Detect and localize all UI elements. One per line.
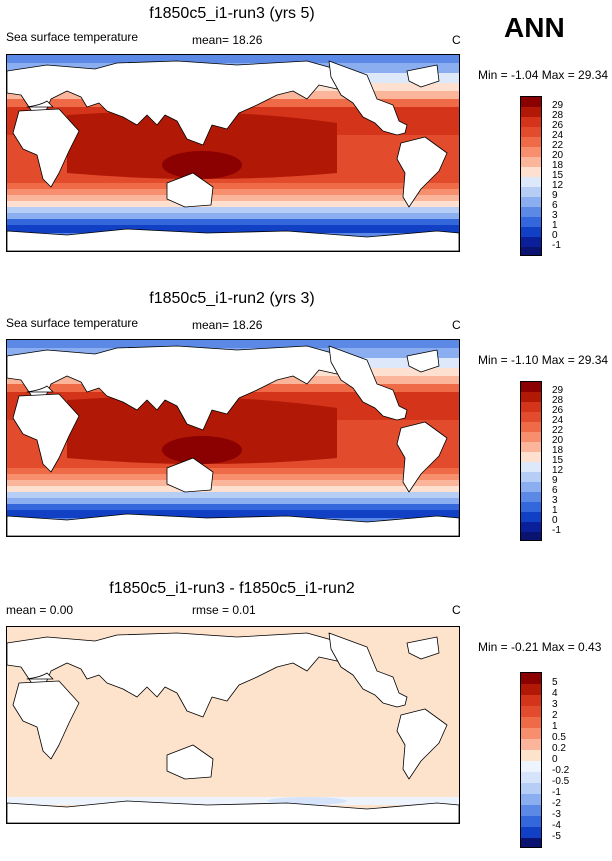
season-label: ANN [504, 12, 565, 43]
colorbar-tick: 28 [552, 110, 564, 121]
colorbar-tick: 1 [552, 505, 558, 516]
panel1-colorbar: 29 28 26 24 22 20 18 15 12 9 6 3 1 0 -1 [520, 96, 563, 256]
colorbar-tick: 29 [552, 385, 564, 396]
panel1-units: C [452, 33, 461, 47]
colorbar-tick: 0 [552, 230, 558, 241]
colorbar-tick: -1 [552, 240, 561, 251]
panel1-title: f1850c5_i1-run3 (yrs 5) [149, 5, 315, 22]
colorbar-tick: 1 [552, 220, 558, 231]
colorbar-tick: -5 [552, 831, 561, 842]
colorbar-tick: 18 [552, 160, 564, 171]
colorbar-tick: -4 [552, 820, 561, 831]
panel2-minmax: Min = -1.10 Max = 29.34 [478, 353, 609, 367]
colorbar-tick: 0 [552, 754, 558, 765]
colorbar-tick: 18 [552, 445, 564, 456]
colorbar-tick: 26 [552, 405, 564, 416]
panel3-map [6, 626, 460, 824]
panel3-colorbar: 5 4 3 2 1 0.5 0.2 0 -0.2 -0.5 -1 -2 -3 -… [520, 672, 569, 848]
colorbar-tick: 3 [552, 699, 558, 710]
panel1-mean: mean= 18.26 [192, 33, 263, 47]
panel1-minmax: Min = -1.04 Max = 29.34 [478, 68, 609, 82]
panel2-title: f1850c5_i1-run2 (yrs 3) [149, 290, 315, 307]
colorbar-tick: 28 [552, 395, 564, 406]
colorbar-tick: -2 [552, 798, 561, 809]
colorbar-tick: 15 [552, 170, 564, 181]
colorbar-tick: 26 [552, 120, 564, 131]
colorbar-tick: 20 [552, 150, 564, 161]
panel1-field-label: Sea surface temperature [6, 30, 139, 44]
panel2-colorbar: 29 28 26 24 22 20 18 15 12 9 6 3 1 0 -1 [520, 381, 563, 541]
colorbar-tick: -0.2 [552, 765, 570, 776]
colorbar-tick: 2 [552, 710, 558, 721]
colorbar-tick: 3 [552, 210, 558, 221]
colorbar-tick: 12 [552, 465, 564, 476]
colorbar-tick: 3 [552, 495, 558, 506]
colorbar-tick: -1 [552, 787, 561, 798]
panel3-rmse: rmse = 0.01 [192, 603, 256, 617]
colorbar-tick: 9 [552, 190, 558, 201]
panel2-map [6, 339, 460, 537]
colorbar-tick: 6 [552, 485, 558, 496]
panel3-minmax: Min = -0.21 Max = 0.43 [478, 640, 602, 654]
panel2-field-label: Sea surface temperature [6, 316, 139, 330]
colorbar-tick: 24 [552, 130, 564, 141]
colorbar-tick: 24 [552, 415, 564, 426]
colorbar-tick: -1 [552, 525, 561, 536]
panel1-colorbar-box [520, 96, 542, 256]
colorbar-tick: 22 [552, 140, 564, 151]
panel2-units: C [452, 318, 461, 332]
colorbar-tick: 22 [552, 425, 564, 436]
panel1-map [6, 54, 460, 252]
colorbar-tick: 15 [552, 455, 564, 466]
panel3-units: C [452, 603, 461, 617]
colorbar-tick: 0.2 [552, 743, 566, 754]
panel2-mean: mean= 18.26 [192, 318, 263, 332]
colorbar-tick: 5 [552, 677, 558, 688]
colorbar-tick: -0.5 [552, 776, 570, 787]
colorbar-tick: 20 [552, 435, 564, 446]
colorbar-tick: 0.5 [552, 732, 566, 743]
colorbar-tick: 6 [552, 200, 558, 211]
panel3-title: f1850c5_i1-run3 - f1850c5_i1-run2 [109, 580, 355, 597]
colorbar-tick: 29 [552, 100, 564, 111]
colorbar-tick: 9 [552, 475, 558, 486]
colorbar-tick: 0 [552, 515, 558, 526]
panel2-colorbar-box [520, 381, 542, 541]
panel3-colorbar-box [520, 672, 542, 848]
colorbar-tick: 12 [552, 180, 564, 191]
panel3-mean: mean = 0.00 [6, 603, 74, 617]
colorbar-tick: -3 [552, 809, 561, 820]
colorbar-tick: 1 [552, 721, 558, 732]
colorbar-tick: 4 [552, 688, 558, 699]
